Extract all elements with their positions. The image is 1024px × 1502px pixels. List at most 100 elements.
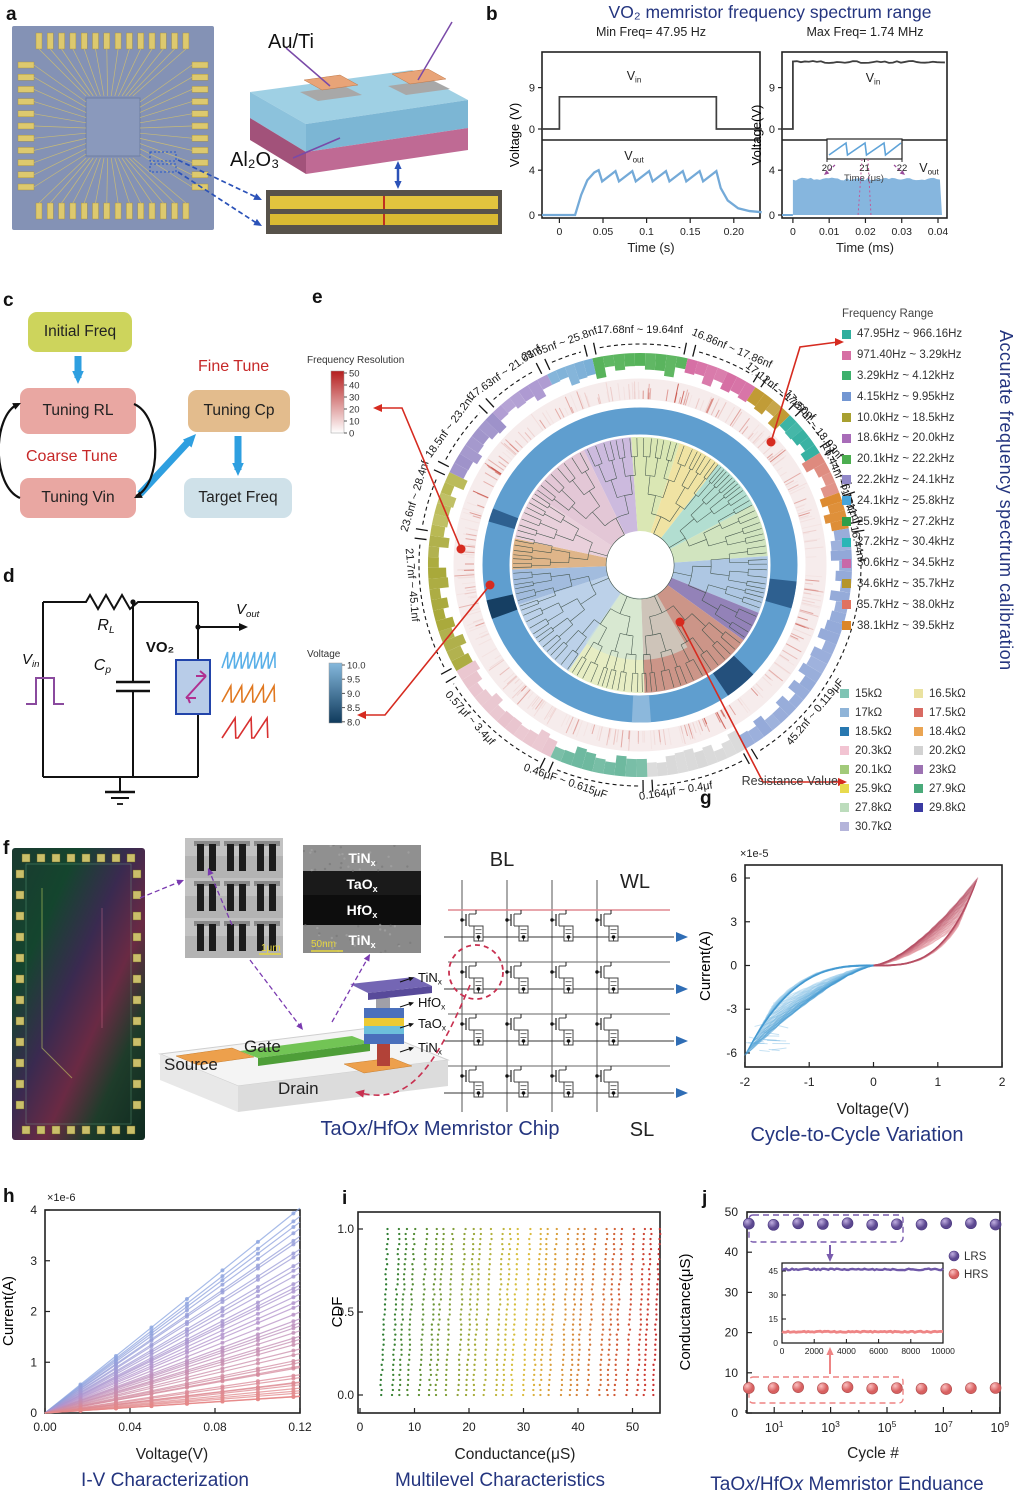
line-shape: [615, 518, 625, 535]
line-shape: [605, 382, 611, 402]
cdf-dot: [501, 1237, 504, 1241]
cdf-dot: [639, 1318, 643, 1321]
cdf-dot: [569, 1388, 572, 1392]
circle-shape: [331, 946, 334, 950]
line-shape: [554, 645, 568, 660]
cdf-dot: [577, 1353, 581, 1356]
label-text: 6000: [869, 1346, 888, 1356]
circle-shape: [476, 935, 481, 939]
cdf-dot: [447, 1333, 450, 1336]
line-shape: [545, 480, 560, 493]
path-shape: [605, 533, 675, 600]
cdf-dot: [437, 1323, 440, 1326]
cdf-dot: [526, 1283, 529, 1286]
circle-shape: [310, 848, 313, 852]
line-shape: [106, 48, 108, 97]
cdf-dot: [514, 1278, 518, 1281]
cdf-dot: [527, 1268, 530, 1271]
cdf-dot: [526, 1288, 530, 1291]
cdf-dot: [549, 1348, 552, 1351]
cdf-dot: [436, 1358, 440, 1361]
cdf-dot: [659, 1232, 662, 1236]
cdf-dot: [510, 1388, 513, 1392]
line-shape: [494, 654, 501, 660]
cdf-dot: [436, 1353, 439, 1356]
line-shape: [729, 570, 749, 573]
line-shape: [472, 515, 481, 519]
cdf-dot: [429, 1368, 432, 1371]
line-shape: [867, 158, 872, 217]
path-shape: [776, 1024, 789, 1029]
frequency-resolution-ring: [453, 378, 827, 752]
path-shape: [488, 508, 519, 530]
cdf-dot: [539, 1388, 542, 1392]
cdf-dot: [615, 1343, 619, 1346]
cdf-dot: [451, 1237, 455, 1241]
bond-pad: [182, 32, 190, 50]
frequency-segment: [799, 675, 817, 692]
line-shape: [741, 601, 760, 609]
iv-marker: [291, 1231, 296, 1236]
cdf-dot: [435, 1237, 438, 1241]
cdf-dot: [565, 1283, 568, 1286]
cdf-dot: [619, 1273, 622, 1276]
legend-swatch: [914, 689, 923, 698]
cdf-dot: [516, 1258, 519, 1261]
path-shape: [748, 1036, 762, 1041]
cdf-dot: [533, 1373, 536, 1377]
cdf-dot: [575, 1242, 578, 1246]
cdf-dot: [424, 1258, 427, 1261]
bond-pad: [126, 202, 133, 220]
line-shape: [38, 48, 87, 97]
line-shape: [787, 484, 799, 491]
label-text: 0.04: [118, 1420, 142, 1434]
cdf-dot: [473, 1343, 477, 1346]
line-shape: [464, 591, 477, 595]
frequency-segment: [636, 758, 648, 778]
cdf-dot: [571, 1343, 574, 1346]
cdf-dot: [613, 1383, 617, 1387]
cdf-dot: [555, 1237, 558, 1241]
iv-line: [44, 1266, 301, 1414]
cdf-dot: [475, 1303, 479, 1306]
cdf-dot: [435, 1378, 439, 1382]
cdf-dot: [553, 1247, 557, 1251]
die-pad: [15, 953, 25, 963]
line-shape: [718, 477, 733, 491]
cdf-dot: [412, 1237, 415, 1241]
label-text: 9.5: [347, 675, 360, 686]
circle-shape: [460, 1074, 464, 1078]
cdf-dot: [656, 1263, 660, 1266]
legend-swatch: [842, 600, 851, 610]
cdf-dot: [644, 1348, 647, 1351]
circle-shape: [335, 934, 338, 938]
cdf-dot: [478, 1258, 481, 1261]
cdf-dot: [640, 1298, 643, 1301]
cdf-dot: [571, 1323, 575, 1326]
line-shape: [534, 493, 551, 505]
cdf-dot: [566, 1247, 569, 1251]
flow-node-tuning-vin: Tuning Vin: [20, 478, 136, 518]
legend-label: 27.9kΩ: [929, 782, 966, 795]
iv-marker: [255, 1300, 260, 1305]
cdf-dot: [607, 1363, 610, 1366]
circle-shape: [595, 918, 599, 922]
line-shape: [778, 655, 795, 666]
cdf-dot: [496, 1373, 499, 1377]
iv-marker: [291, 1319, 296, 1324]
line-shape: [649, 616, 654, 636]
cdf-dot: [573, 1288, 577, 1291]
cdf-dot: [508, 1258, 511, 1261]
cdf-dot: [462, 1242, 466, 1246]
line-shape: [110, 48, 119, 97]
frequency-segment: [440, 482, 455, 496]
cdf-dot: [411, 1263, 414, 1266]
line-shape: [684, 494, 697, 510]
line-shape: [743, 753, 750, 765]
line-shape: [805, 575, 823, 578]
frequency-segment: [747, 725, 765, 743]
cdf-dot: [499, 1298, 502, 1301]
cdf-dot: [477, 1273, 480, 1276]
legend-label: 16.5kΩ: [929, 687, 966, 700]
label-text: 0.0: [337, 1388, 354, 1402]
